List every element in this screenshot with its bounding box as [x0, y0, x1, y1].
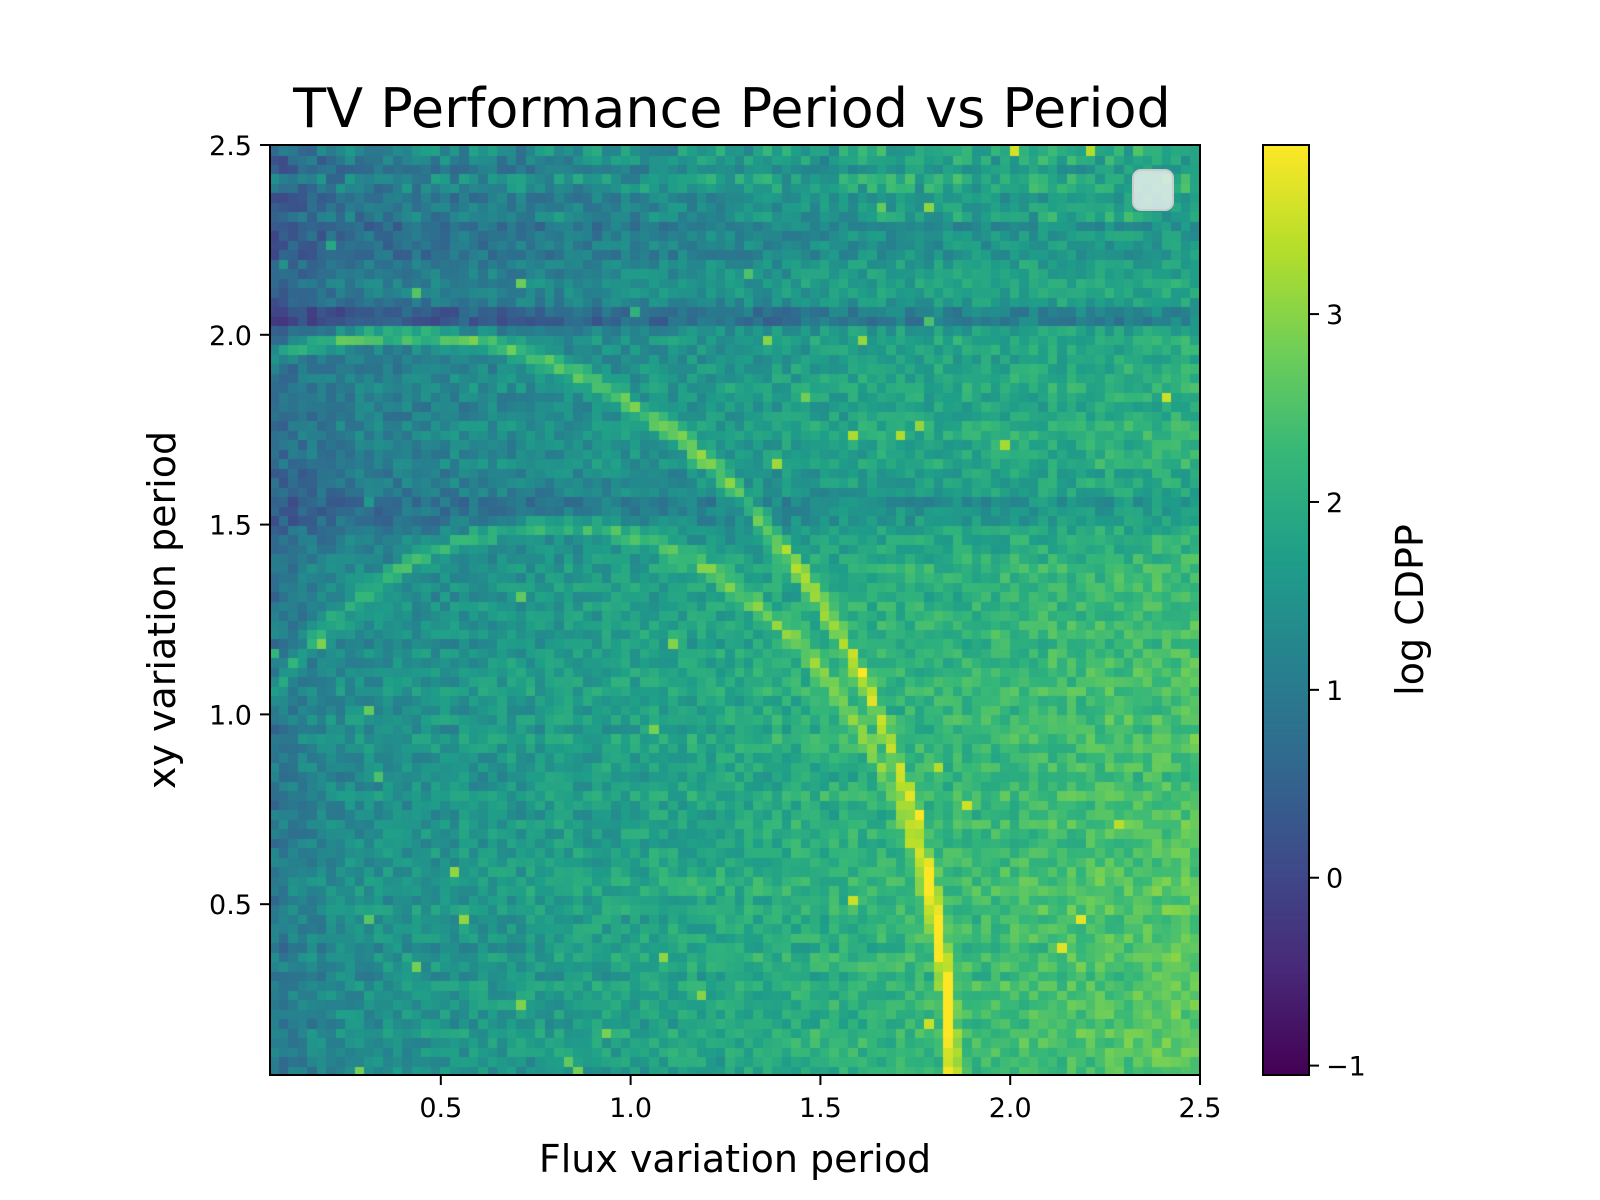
colorbar-tick-label: 3 [1326, 300, 1343, 331]
colorbar-ticks: −1 0 1 2 3 [1309, 300, 1366, 1083]
x-tick-label: 2.0 [989, 1093, 1032, 1124]
y-axis: 0.5 1.0 1.5 2.0 2.5 [209, 131, 270, 921]
colorbar-tick-label: 2 [1326, 488, 1343, 519]
colorbar-label: log CDPP [1388, 524, 1432, 696]
colorbar-wrapper [1263, 145, 1309, 1075]
y-tick-label: 2.5 [209, 131, 252, 162]
y-tick-label: 1.0 [209, 700, 252, 731]
colorbar-frame [1262, 144, 1310, 1076]
colorbar-tick-label: 0 [1326, 864, 1343, 895]
x-tick-label: 2.5 [1179, 1093, 1222, 1124]
heatmap-canvas-wrapper [270, 145, 1200, 1075]
x-tick-label: 0.5 [419, 1093, 462, 1124]
colorbar: −1 0 1 2 3 log CDPP [1262, 144, 1432, 1083]
heatmap-plot-area [269, 144, 1201, 1076]
x-tick-label: 1.0 [609, 1093, 652, 1124]
chart-title: TV Performance Period vs Period [292, 77, 1171, 140]
plot-frame [269, 144, 1201, 1076]
legend-box [1132, 169, 1174, 211]
x-tick-label: 1.5 [799, 1093, 842, 1124]
colorbar-gradient [1263, 145, 1309, 1075]
colorbar-tick-label: 1 [1326, 676, 1343, 707]
y-tick-label: 1.5 [209, 511, 252, 542]
heatmap-cells [270, 145, 1200, 1075]
y-tick-label: 2.0 [209, 321, 252, 352]
y-axis-label: xy variation period [140, 431, 184, 789]
y-tick-label: 0.5 [209, 890, 252, 921]
x-axis: 0.5 1.0 1.5 2.0 2.5 [419, 1075, 1221, 1124]
x-axis-label: Flux variation period [539, 1137, 931, 1181]
colorbar-tick-label: −1 [1326, 1052, 1366, 1083]
